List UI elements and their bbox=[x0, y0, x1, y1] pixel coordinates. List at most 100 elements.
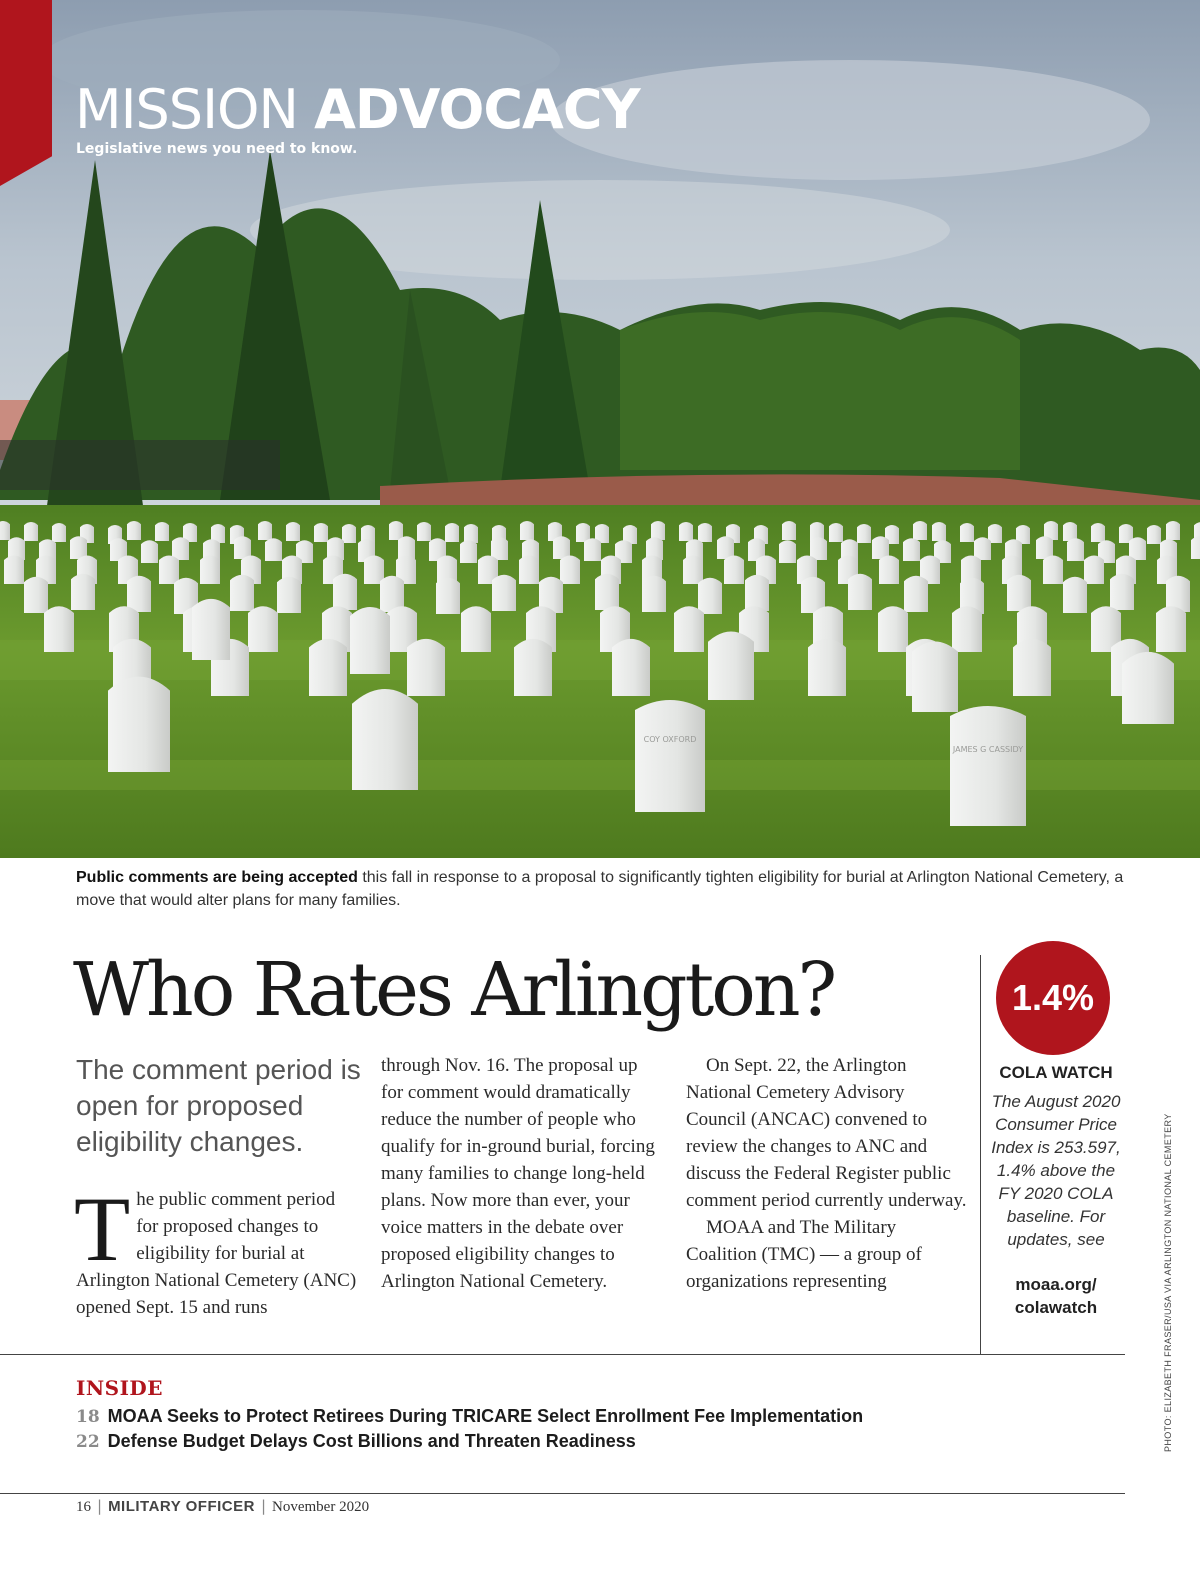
headstone bbox=[417, 522, 431, 541]
headstone bbox=[282, 555, 302, 584]
headstone bbox=[553, 536, 570, 559]
headstone bbox=[1157, 555, 1177, 584]
headstone bbox=[1044, 521, 1058, 540]
inside-item-title: MOAA Seeks to Protect Retirees During TR… bbox=[107, 1406, 864, 1426]
headstone bbox=[519, 555, 539, 584]
body-paragraph: MOAA and The Military Coalition (TMC) — … bbox=[686, 1217, 922, 1292]
headstone bbox=[1098, 540, 1115, 563]
headstone bbox=[683, 555, 703, 584]
headstone bbox=[407, 638, 445, 696]
headstone bbox=[118, 555, 138, 584]
cola-badge: 1.4% bbox=[996, 941, 1110, 1055]
headstone bbox=[595, 573, 619, 610]
footer-separator: | bbox=[97, 1497, 103, 1515]
page-number: 16 bbox=[76, 1499, 91, 1515]
headstone bbox=[159, 555, 179, 584]
cola-watch-link[interactable]: moaa.org/ colawatch bbox=[1014, 1275, 1098, 1317]
headstone bbox=[745, 574, 769, 611]
headstone bbox=[445, 523, 459, 542]
inside-label: INSIDE bbox=[76, 1376, 164, 1400]
headstone bbox=[350, 607, 390, 674]
headstone bbox=[361, 525, 375, 544]
headstone bbox=[52, 523, 66, 542]
caption-lead: Public comments are being accepted bbox=[76, 869, 358, 886]
headstone bbox=[548, 522, 562, 541]
headstone bbox=[342, 524, 356, 543]
headstone-rows bbox=[0, 521, 1200, 790]
headstone bbox=[960, 577, 984, 614]
headstone bbox=[612, 638, 650, 696]
headstone bbox=[779, 540, 796, 563]
headstone bbox=[651, 521, 665, 540]
headstone bbox=[0, 521, 10, 540]
inscription-coy-oxford: COY OXFORD bbox=[644, 735, 697, 744]
headstone bbox=[560, 555, 580, 584]
headstone bbox=[364, 555, 384, 584]
headstone bbox=[380, 575, 404, 612]
body-column-2: through Nov. 16. The proposal up for com… bbox=[381, 1052, 663, 1295]
inside-item[interactable]: 18 MOAA Seeks to Protect Retirees During … bbox=[76, 1406, 863, 1427]
headstone-coy-oxford: COY OXFORD bbox=[635, 700, 705, 812]
headstone bbox=[1063, 522, 1077, 541]
body-paragraph: he public comment period for proposed ch… bbox=[76, 1189, 357, 1318]
inside-item[interactable]: 22 Defense Budget Delays Cost Billions an… bbox=[76, 1431, 636, 1452]
headstone bbox=[460, 540, 477, 563]
headstone bbox=[1194, 522, 1200, 541]
deck: The comment period is open for proposed … bbox=[76, 1054, 361, 1157]
headstone bbox=[584, 538, 601, 561]
headstone bbox=[309, 638, 347, 696]
headstone bbox=[436, 577, 460, 614]
headstone bbox=[234, 536, 251, 559]
headstone bbox=[1191, 536, 1200, 559]
headstone bbox=[912, 641, 958, 712]
headstone bbox=[461, 606, 491, 652]
issue-date: November 2020 bbox=[272, 1499, 370, 1515]
headstone bbox=[615, 540, 632, 563]
inside-item-title: Defense Budget Delays Cost Billions and … bbox=[107, 1431, 636, 1451]
headstone bbox=[352, 688, 418, 790]
headstone bbox=[872, 536, 889, 559]
headstone bbox=[782, 521, 796, 540]
headstone bbox=[141, 540, 158, 563]
headstone bbox=[1110, 573, 1134, 610]
headstone bbox=[258, 521, 272, 540]
section-title: MISSION ADVOCACY bbox=[75, 78, 641, 142]
headstone bbox=[36, 555, 56, 584]
headstone bbox=[932, 522, 946, 541]
inside-divider bbox=[0, 1354, 1125, 1355]
headstone bbox=[110, 538, 127, 561]
headstone bbox=[8, 537, 25, 560]
headstone bbox=[920, 555, 940, 584]
headstone bbox=[642, 575, 666, 612]
headstone bbox=[520, 521, 534, 540]
headstone bbox=[70, 536, 87, 559]
headstone bbox=[286, 522, 300, 541]
headstone bbox=[192, 598, 230, 660]
headstone bbox=[878, 606, 908, 652]
headstone bbox=[387, 606, 417, 652]
headstone bbox=[801, 576, 825, 613]
headstone bbox=[829, 523, 843, 542]
sidebar-divider bbox=[980, 955, 981, 1355]
inside-item-page: 18 bbox=[76, 1407, 100, 1427]
photo-credit: PHOTO: ELIZABETH FRASER/USA VIA ARLINGTO… bbox=[1163, 1113, 1173, 1452]
headstone bbox=[1129, 537, 1146, 560]
headstone bbox=[248, 606, 278, 652]
headstone bbox=[389, 521, 403, 540]
headstone bbox=[952, 606, 982, 652]
inscription-james-cassidy: JAMES G CASSIDY bbox=[952, 745, 1023, 754]
headstone bbox=[230, 574, 254, 611]
headstone bbox=[183, 523, 197, 542]
headstone bbox=[724, 555, 744, 584]
headstone bbox=[698, 577, 722, 614]
headstone bbox=[1067, 538, 1084, 561]
headstone bbox=[961, 555, 981, 584]
headstone bbox=[127, 575, 151, 612]
headstone bbox=[808, 638, 846, 696]
headstone bbox=[848, 573, 872, 610]
inside-item-page: 22 bbox=[76, 1432, 100, 1452]
headstone bbox=[1091, 606, 1121, 652]
headstone bbox=[595, 524, 609, 543]
headstone bbox=[265, 538, 282, 561]
caption-text: this fall in response to a proposal to s… bbox=[76, 869, 1124, 909]
